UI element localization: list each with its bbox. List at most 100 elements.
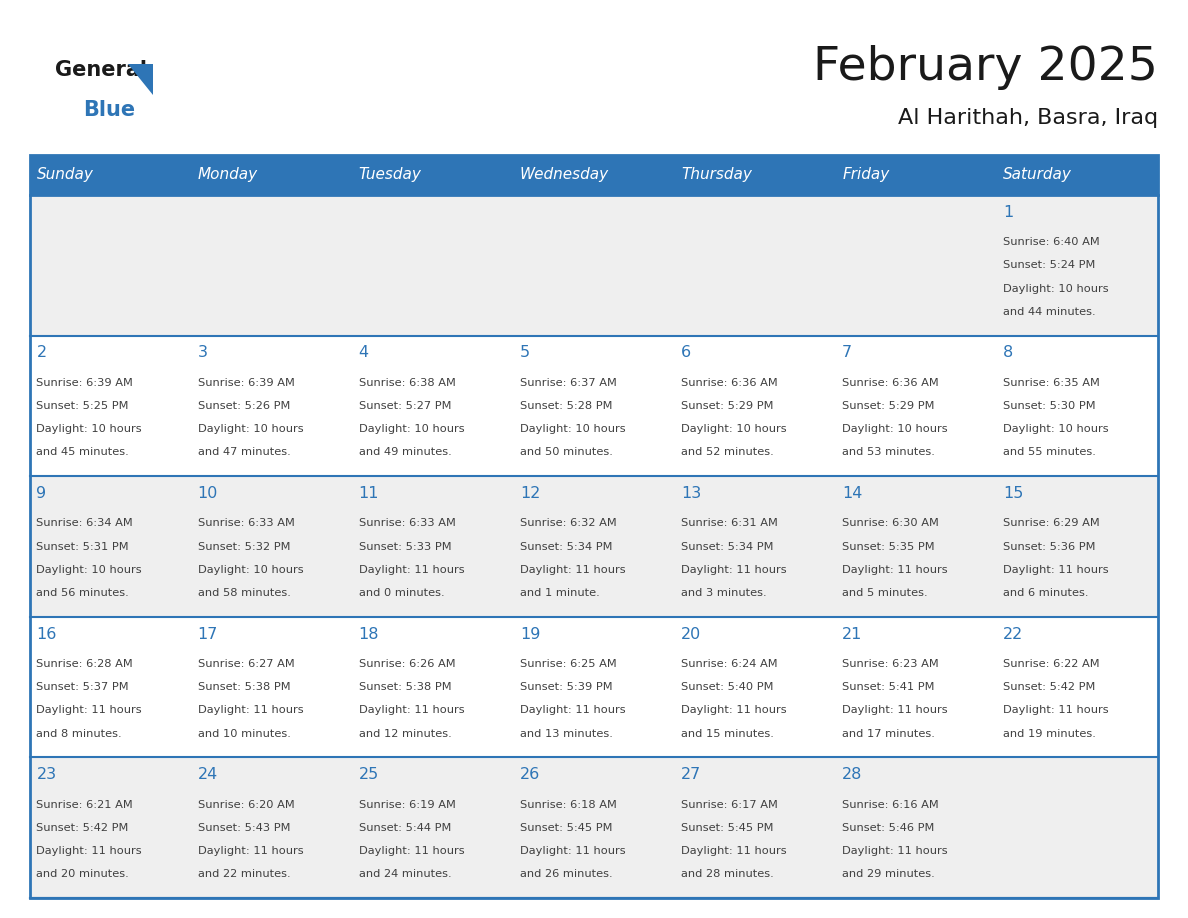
Text: 22: 22 (1004, 627, 1024, 642)
Text: and 28 minutes.: and 28 minutes. (681, 869, 773, 879)
Text: 27: 27 (681, 767, 701, 782)
Text: Sunrise: 6:23 AM: Sunrise: 6:23 AM (842, 659, 939, 669)
Text: Daylight: 10 hours: Daylight: 10 hours (681, 424, 786, 434)
Text: Sunrise: 6:35 AM: Sunrise: 6:35 AM (1004, 378, 1100, 387)
Text: and 44 minutes.: and 44 minutes. (1004, 307, 1095, 317)
Text: Sunset: 5:38 PM: Sunset: 5:38 PM (359, 682, 451, 692)
Bar (30, 155, 1158, 195)
Text: Daylight: 11 hours: Daylight: 11 hours (1004, 705, 1108, 715)
Text: 24: 24 (197, 767, 217, 782)
Bar (30, 617, 1158, 757)
Text: and 17 minutes.: and 17 minutes. (842, 729, 935, 739)
Text: Sunset: 5:43 PM: Sunset: 5:43 PM (197, 823, 290, 833)
Text: 16: 16 (37, 627, 57, 642)
Text: Daylight: 10 hours: Daylight: 10 hours (197, 565, 303, 575)
Text: 10: 10 (197, 486, 217, 501)
Text: and 55 minutes.: and 55 minutes. (1004, 447, 1097, 457)
Text: 25: 25 (359, 767, 379, 782)
Text: Sunrise: 6:17 AM: Sunrise: 6:17 AM (681, 800, 778, 810)
Text: Sunset: 5:42 PM: Sunset: 5:42 PM (37, 823, 128, 833)
Text: Daylight: 10 hours: Daylight: 10 hours (359, 424, 465, 434)
Text: and 49 minutes.: and 49 minutes. (359, 447, 451, 457)
Text: and 52 minutes.: and 52 minutes. (681, 447, 773, 457)
Text: 20: 20 (681, 627, 701, 642)
Text: Sunset: 5:45 PM: Sunset: 5:45 PM (520, 823, 612, 833)
Text: February 2025: February 2025 (813, 45, 1158, 90)
Text: Sunrise: 6:24 AM: Sunrise: 6:24 AM (681, 659, 778, 669)
Text: Sunrise: 6:38 AM: Sunrise: 6:38 AM (359, 378, 456, 387)
Text: 21: 21 (842, 627, 862, 642)
Text: and 29 minutes.: and 29 minutes. (842, 869, 935, 879)
Text: Daylight: 11 hours: Daylight: 11 hours (1004, 565, 1108, 575)
Text: Sunset: 5:37 PM: Sunset: 5:37 PM (37, 682, 129, 692)
Text: 12: 12 (520, 486, 541, 501)
Text: Sunset: 5:46 PM: Sunset: 5:46 PM (842, 823, 935, 833)
Text: General: General (55, 60, 147, 80)
Text: Sunrise: 6:21 AM: Sunrise: 6:21 AM (37, 800, 133, 810)
Text: Sunset: 5:41 PM: Sunset: 5:41 PM (842, 682, 935, 692)
Bar (30, 336, 1158, 476)
Text: 3: 3 (197, 345, 208, 361)
Text: and 10 minutes.: and 10 minutes. (197, 729, 290, 739)
Text: Sunrise: 6:30 AM: Sunrise: 6:30 AM (842, 519, 939, 529)
Text: and 5 minutes.: and 5 minutes. (842, 588, 928, 598)
Text: Sunrise: 6:27 AM: Sunrise: 6:27 AM (197, 659, 295, 669)
Text: 2: 2 (37, 345, 46, 361)
Bar (30, 757, 1158, 898)
Polygon shape (128, 64, 153, 95)
Bar (30, 195, 1158, 336)
Text: Daylight: 11 hours: Daylight: 11 hours (520, 705, 626, 715)
Text: Sunset: 5:34 PM: Sunset: 5:34 PM (520, 542, 612, 552)
Text: Sunset: 5:33 PM: Sunset: 5:33 PM (359, 542, 451, 552)
Text: Sunset: 5:44 PM: Sunset: 5:44 PM (359, 823, 451, 833)
Text: Daylight: 10 hours: Daylight: 10 hours (842, 424, 948, 434)
Text: Sunrise: 6:33 AM: Sunrise: 6:33 AM (359, 519, 456, 529)
Text: Sunset: 5:35 PM: Sunset: 5:35 PM (842, 542, 935, 552)
Text: 6: 6 (681, 345, 691, 361)
Text: and 1 minute.: and 1 minute. (520, 588, 600, 598)
Text: Sunrise: 6:29 AM: Sunrise: 6:29 AM (1004, 519, 1100, 529)
Text: 23: 23 (37, 767, 57, 782)
Text: and 56 minutes.: and 56 minutes. (37, 588, 129, 598)
Text: 11: 11 (359, 486, 379, 501)
Text: Sunset: 5:30 PM: Sunset: 5:30 PM (1004, 401, 1095, 411)
Text: and 58 minutes.: and 58 minutes. (197, 588, 290, 598)
Text: Sunset: 5:34 PM: Sunset: 5:34 PM (681, 542, 773, 552)
Text: Sunset: 5:32 PM: Sunset: 5:32 PM (197, 542, 290, 552)
Text: Sunrise: 6:31 AM: Sunrise: 6:31 AM (681, 519, 778, 529)
Text: Sunrise: 6:18 AM: Sunrise: 6:18 AM (520, 800, 617, 810)
Text: 1: 1 (1004, 205, 1013, 219)
Text: 5: 5 (520, 345, 530, 361)
Text: Sunrise: 6:40 AM: Sunrise: 6:40 AM (1004, 237, 1100, 247)
Text: Sunrise: 6:28 AM: Sunrise: 6:28 AM (37, 659, 133, 669)
Text: Daylight: 11 hours: Daylight: 11 hours (681, 846, 786, 856)
Text: 14: 14 (842, 486, 862, 501)
Text: Sunset: 5:26 PM: Sunset: 5:26 PM (197, 401, 290, 411)
Text: and 12 minutes.: and 12 minutes. (359, 729, 451, 739)
Text: Sunrise: 6:22 AM: Sunrise: 6:22 AM (1004, 659, 1100, 669)
Text: Wednesday: Wednesday (520, 167, 609, 183)
Text: Sunrise: 6:20 AM: Sunrise: 6:20 AM (197, 800, 295, 810)
Text: Daylight: 11 hours: Daylight: 11 hours (842, 846, 948, 856)
Text: and 47 minutes.: and 47 minutes. (197, 447, 290, 457)
Text: 18: 18 (359, 627, 379, 642)
Text: and 15 minutes.: and 15 minutes. (681, 729, 773, 739)
Text: Sunrise: 6:33 AM: Sunrise: 6:33 AM (197, 519, 295, 529)
Text: Sunrise: 6:39 AM: Sunrise: 6:39 AM (197, 378, 295, 387)
Text: and 0 minutes.: and 0 minutes. (359, 588, 444, 598)
Text: Daylight: 10 hours: Daylight: 10 hours (520, 424, 626, 434)
Text: Sunrise: 6:19 AM: Sunrise: 6:19 AM (359, 800, 456, 810)
Text: 13: 13 (681, 486, 701, 501)
Text: Daylight: 11 hours: Daylight: 11 hours (520, 846, 626, 856)
Text: Daylight: 11 hours: Daylight: 11 hours (359, 705, 465, 715)
Bar (30, 155, 1158, 898)
Text: Sunset: 5:42 PM: Sunset: 5:42 PM (1004, 682, 1095, 692)
Text: Sunrise: 6:32 AM: Sunrise: 6:32 AM (520, 519, 617, 529)
Text: Daylight: 11 hours: Daylight: 11 hours (520, 565, 626, 575)
Text: Sunset: 5:39 PM: Sunset: 5:39 PM (520, 682, 613, 692)
Text: Thursday: Thursday (681, 167, 752, 183)
Text: Daylight: 11 hours: Daylight: 11 hours (197, 705, 303, 715)
Text: and 19 minutes.: and 19 minutes. (1004, 729, 1097, 739)
Text: and 45 minutes.: and 45 minutes. (37, 447, 129, 457)
Text: Sunset: 5:27 PM: Sunset: 5:27 PM (359, 401, 451, 411)
